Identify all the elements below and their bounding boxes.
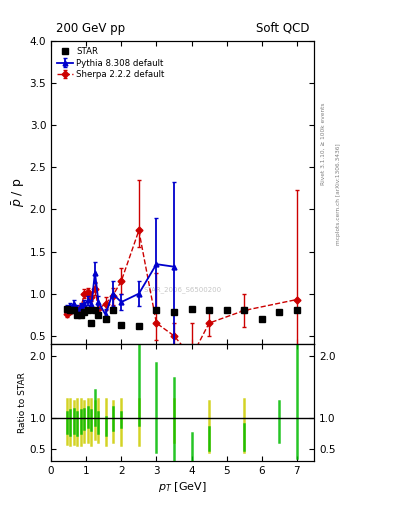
STAR xyxy=(110,307,115,313)
Text: Rivet 3.1.10, ≥ 100k events: Rivet 3.1.10, ≥ 100k events xyxy=(320,102,325,185)
STAR xyxy=(294,307,299,313)
STAR xyxy=(93,307,97,313)
STAR xyxy=(242,307,246,313)
STAR xyxy=(89,320,94,326)
STAR xyxy=(103,316,108,322)
STAR xyxy=(136,323,141,329)
Text: Soft QCD: Soft QCD xyxy=(255,22,309,35)
STAR xyxy=(79,312,83,318)
STAR xyxy=(72,307,76,313)
Legend: STAR, Pythia 8.308 default, Sherpa 2.2.2 default: STAR, Pythia 8.308 default, Sherpa 2.2.2… xyxy=(55,45,166,81)
Line: STAR: STAR xyxy=(64,306,300,329)
Text: 200 GeV pp: 200 GeV pp xyxy=(56,22,125,35)
X-axis label: $p_T$ [GeV]: $p_T$ [GeV] xyxy=(158,480,207,494)
STAR xyxy=(119,322,124,328)
STAR xyxy=(207,307,211,313)
STAR xyxy=(277,309,282,315)
Text: STAR_2006_S6500200: STAR_2006_S6500200 xyxy=(144,286,222,293)
STAR xyxy=(64,306,69,312)
Y-axis label: Ratio to STAR: Ratio to STAR xyxy=(18,372,27,433)
Text: mcplots.cern.ch [arXiv:1306.3436]: mcplots.cern.ch [arXiv:1306.3436] xyxy=(336,144,341,245)
STAR xyxy=(82,309,87,315)
STAR xyxy=(259,316,264,322)
STAR xyxy=(189,306,194,312)
STAR xyxy=(86,307,90,313)
STAR xyxy=(68,307,73,313)
STAR xyxy=(75,312,80,318)
STAR xyxy=(172,309,176,315)
Y-axis label: $\bar{p}$ / p: $\bar{p}$ / p xyxy=(10,178,27,207)
STAR xyxy=(224,307,229,313)
STAR xyxy=(96,312,101,318)
STAR xyxy=(154,307,159,313)
